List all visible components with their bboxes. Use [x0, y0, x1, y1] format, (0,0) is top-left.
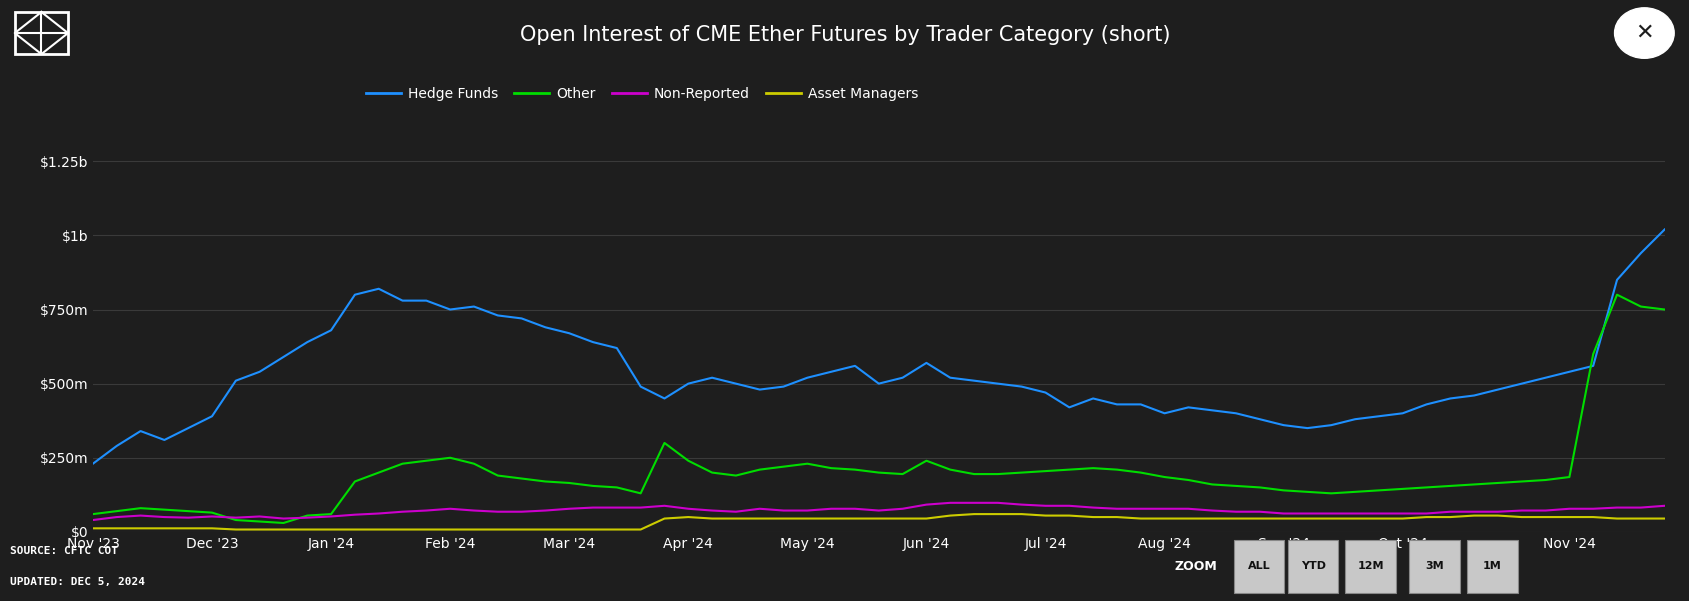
Hedge Funds	[797, 374, 817, 381]
Asset Managers	[83, 525, 103, 532]
Non-Reported	[1297, 510, 1317, 517]
Other	[1606, 291, 1627, 298]
Non-Reported	[274, 515, 294, 522]
Hedge Funds	[1654, 226, 1674, 233]
Asset Managers	[297, 526, 318, 533]
Text: SOURCE: CFTC COT: SOURCE: CFTC COT	[10, 546, 118, 557]
Asset Managers	[1654, 515, 1674, 522]
FancyBboxPatch shape	[1344, 540, 1395, 593]
Other	[274, 519, 294, 526]
Legend: Hedge Funds, Other, Non-Reported, Asset Managers: Hedge Funds, Other, Non-Reported, Asset …	[360, 82, 924, 106]
Asset Managers	[750, 515, 770, 522]
Circle shape	[1613, 8, 1674, 58]
Non-Reported	[1654, 502, 1674, 510]
Asset Managers	[226, 526, 247, 533]
Hedge Funds	[83, 460, 103, 468]
Text: Open Interest of CME Ether Futures by Trader Category (short): Open Interest of CME Ether Futures by Tr…	[520, 25, 1169, 44]
Other	[821, 465, 841, 472]
Other	[1535, 477, 1556, 484]
Non-Reported	[83, 516, 103, 523]
FancyBboxPatch shape	[1466, 540, 1517, 593]
Hedge Funds	[1274, 421, 1294, 429]
Non-Reported	[321, 513, 341, 520]
Non-Reported	[725, 508, 745, 515]
Line: Non-Reported: Non-Reported	[93, 503, 1664, 520]
Asset Managers	[1321, 515, 1341, 522]
Text: UPDATED: DEC 5, 2024: UPDATED: DEC 5, 2024	[10, 576, 145, 587]
Line: Hedge Funds: Hedge Funds	[93, 230, 1664, 464]
Other	[1297, 488, 1317, 495]
Asset Managers	[1559, 513, 1579, 520]
FancyBboxPatch shape	[1233, 540, 1284, 593]
Non-Reported	[797, 507, 817, 514]
Text: ZOOM: ZOOM	[1174, 560, 1216, 573]
Hedge Funds	[1559, 368, 1579, 376]
Other	[297, 512, 318, 519]
Hedge Funds	[725, 380, 745, 387]
Text: ALL: ALL	[1246, 561, 1270, 572]
Text: ✕: ✕	[1633, 23, 1654, 43]
Other	[1654, 306, 1674, 313]
Asset Managers	[821, 515, 841, 522]
Hedge Funds	[439, 306, 459, 313]
FancyBboxPatch shape	[1287, 540, 1338, 593]
Non-Reported	[939, 499, 959, 507]
Other	[750, 466, 770, 473]
Non-Reported	[1559, 505, 1579, 513]
Text: 1M: 1M	[1481, 561, 1502, 572]
Hedge Funds	[321, 327, 341, 334]
Other	[201, 509, 221, 516]
Line: Asset Managers: Asset Managers	[93, 514, 1664, 529]
Asset Managers	[201, 525, 221, 532]
Asset Managers	[963, 510, 983, 517]
Line: Other: Other	[93, 294, 1664, 523]
Text: 12M: 12M	[1356, 561, 1383, 572]
Text: YTD: YTD	[1301, 561, 1324, 572]
Text: 3M: 3M	[1424, 561, 1444, 572]
Other	[83, 510, 103, 517]
FancyBboxPatch shape	[1409, 540, 1459, 593]
